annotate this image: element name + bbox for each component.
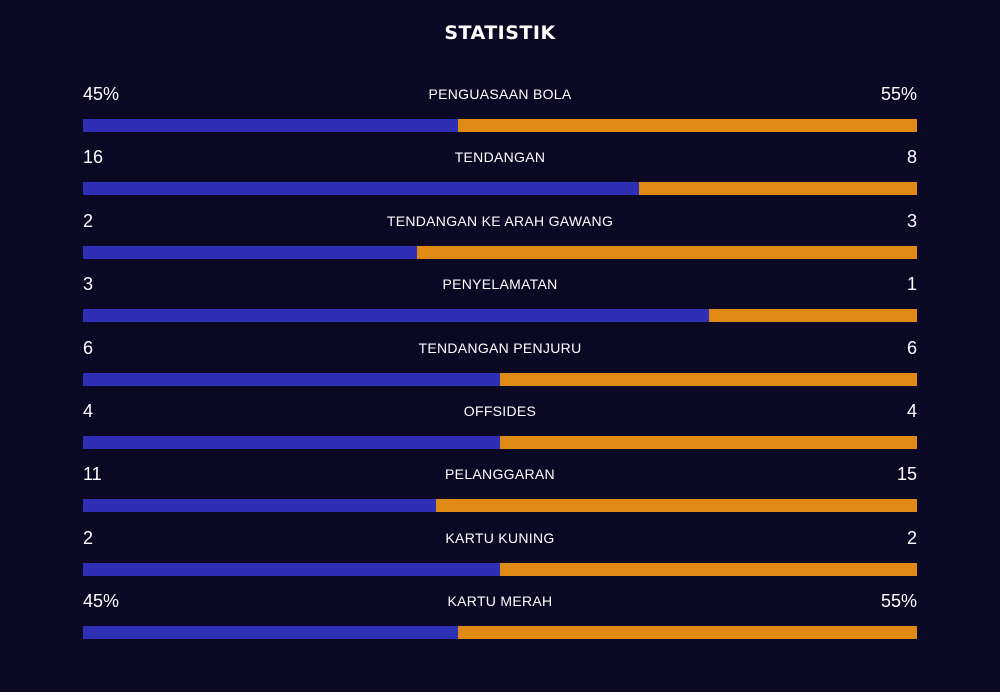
stat-row-header: 3 PENYELAMATAN 1 bbox=[83, 268, 917, 300]
comparison-bar bbox=[83, 562, 917, 576]
stat-row: 16 TENDANGAN 8 bbox=[83, 141, 917, 204]
stat-row-header: 2 KARTU KUNING 2 bbox=[83, 522, 917, 554]
home-value: 4 bbox=[83, 400, 94, 421]
stat-row: 2 KARTU KUNING 2 bbox=[83, 522, 917, 585]
home-bar-segment bbox=[83, 435, 500, 449]
home-bar-segment bbox=[83, 119, 459, 132]
stat-label: TENDANGAN PENJURU bbox=[418, 339, 582, 356]
home-bar-segment bbox=[83, 309, 709, 323]
away-bar-segment bbox=[458, 626, 917, 640]
away-bar-segment bbox=[458, 119, 917, 132]
stat-label: KARTU MERAH bbox=[447, 593, 553, 610]
home-bar-segment bbox=[83, 372, 500, 386]
stat-row-header: 16 TENDANGAN 8 bbox=[83, 141, 917, 173]
home-value: 11 bbox=[83, 464, 102, 485]
comparison-bar bbox=[83, 499, 917, 513]
comparison-bar bbox=[83, 119, 917, 132]
comparison-bar bbox=[83, 372, 917, 386]
stat-label: TENDANGAN KE ARAH GAWANG bbox=[386, 212, 614, 229]
stat-label: PENYELAMATAN bbox=[442, 276, 558, 293]
home-value: 6 bbox=[83, 337, 94, 358]
away-bar-segment bbox=[708, 309, 917, 323]
away-bar-segment bbox=[416, 245, 917, 259]
stat-row-header: 2 TENDANGAN KE ARAH GAWANG 3 bbox=[83, 205, 917, 237]
away-bar-segment bbox=[500, 435, 917, 449]
away-value: 8 bbox=[906, 147, 917, 168]
stat-row-header: 6 TENDANGAN PENJURU 6 bbox=[83, 332, 917, 364]
home-bar-segment bbox=[83, 626, 459, 640]
stat-row-header: 11 PELANGGARAN 15 bbox=[83, 458, 917, 490]
comparison-bar bbox=[83, 245, 917, 259]
away-value: 6 bbox=[906, 337, 917, 358]
away-value: 4 bbox=[906, 400, 917, 421]
away-value: 2 bbox=[906, 527, 917, 548]
away-value: 55% bbox=[880, 591, 917, 612]
stat-row: 3 PENYELAMATAN 1 bbox=[83, 268, 917, 331]
away-bar-segment bbox=[500, 372, 917, 386]
away-value: 3 bbox=[906, 210, 917, 231]
away-bar-segment bbox=[639, 182, 917, 196]
stat-row: 6 TENDANGAN PENJURU 6 bbox=[83, 332, 917, 395]
stats-list: 45% PENGUASAAN BOLA 55% 16 TENDANGAN 8 2… bbox=[83, 78, 917, 649]
home-value: 16 bbox=[83, 147, 104, 168]
away-value: 1 bbox=[906, 274, 917, 295]
home-value: 3 bbox=[83, 274, 94, 295]
stat-label: TENDANGAN bbox=[454, 149, 546, 166]
stat-row: 45% PENGUASAAN BOLA 55% bbox=[83, 78, 917, 141]
away-bar-segment bbox=[435, 499, 917, 513]
stat-label: PELANGGARAN bbox=[445, 466, 555, 483]
away-value: 15 bbox=[896, 464, 917, 485]
home-value: 45% bbox=[83, 84, 120, 104]
home-bar-segment bbox=[83, 562, 500, 576]
stat-row-header: 4 OFFSIDES 4 bbox=[83, 395, 917, 427]
stat-label: PENGUASAAN BOLA bbox=[428, 86, 572, 102]
home-bar-segment bbox=[83, 245, 417, 259]
comparison-bar bbox=[83, 626, 917, 640]
home-bar-segment bbox=[83, 499, 436, 513]
comparison-bar bbox=[83, 435, 917, 449]
stat-row: 45% KARTU MERAH 55% bbox=[83, 585, 917, 648]
away-value: 55% bbox=[880, 84, 917, 104]
home-value: 2 bbox=[83, 527, 94, 548]
stat-row: 11 PELANGGARAN 15 bbox=[83, 458, 917, 521]
stat-row: 4 OFFSIDES 4 bbox=[83, 395, 917, 458]
comparison-bar bbox=[83, 182, 917, 196]
stat-label: KARTU KUNING bbox=[445, 529, 555, 546]
stat-row: 2 TENDANGAN KE ARAH GAWANG 3 bbox=[83, 205, 917, 268]
away-bar-segment bbox=[500, 562, 917, 576]
home-value: 2 bbox=[83, 210, 94, 231]
stat-row-header: 45% KARTU MERAH 55% bbox=[83, 585, 917, 617]
stat-label: OFFSIDES bbox=[463, 402, 537, 419]
home-value: 45% bbox=[83, 591, 120, 612]
home-bar-segment bbox=[83, 182, 640, 196]
stats-title: STATISTIK bbox=[444, 22, 556, 44]
comparison-bar bbox=[83, 309, 917, 323]
stat-row-header: 45% PENGUASAAN BOLA 55% bbox=[83, 78, 917, 110]
